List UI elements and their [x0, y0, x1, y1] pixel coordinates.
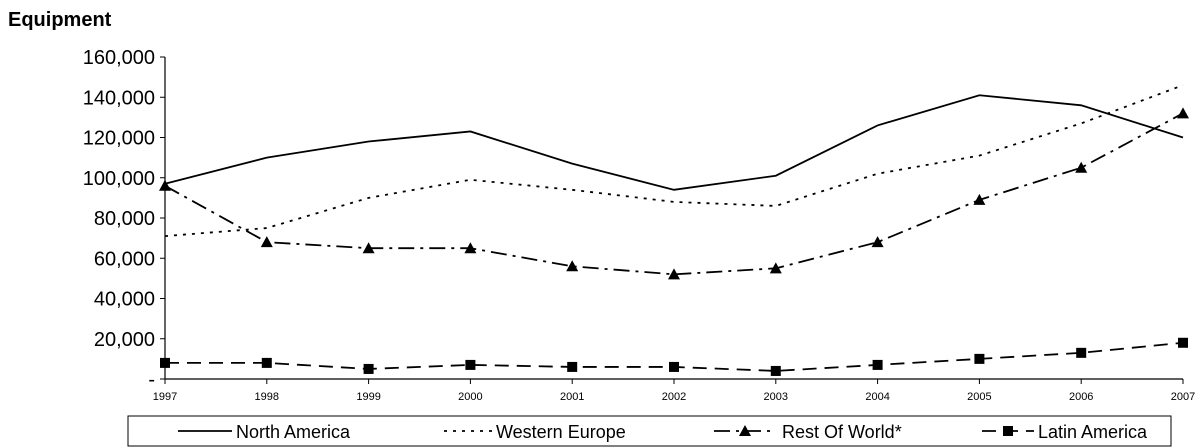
- square-marker: [160, 357, 170, 368]
- legend-item: Rest Of World*: [714, 422, 902, 442]
- triangle-marker: [668, 268, 680, 280]
- y-tick-label: 80,000: [94, 208, 155, 230]
- y-tick-label: 140,000: [83, 87, 155, 109]
- chart-title: Equipment: [8, 9, 112, 31]
- triangle-marker: [464, 242, 477, 254]
- triangle-marker: [739, 425, 751, 436]
- x-tick-label: 2001: [560, 391, 584, 403]
- y-tick-label: 100,000: [83, 168, 155, 190]
- triangle-marker: [769, 262, 782, 274]
- triangle-marker: [159, 179, 171, 191]
- x-tick-label: 2000: [458, 391, 482, 403]
- legend-label: Western Europe: [496, 422, 626, 442]
- square-marker: [669, 361, 679, 372]
- series-line: [164, 94, 1184, 191]
- triangle-marker: [973, 193, 986, 205]
- legend: North America Western Europe Rest Of World…: [127, 415, 1172, 447]
- x-tick-label: 2002: [662, 391, 686, 403]
- series-rest-of-world: [159, 107, 1189, 280]
- square-marker: [872, 359, 883, 370]
- x-tick-label: 2005: [967, 391, 991, 403]
- triangle-marker: [871, 236, 884, 248]
- series-north-america: [164, 94, 1184, 191]
- square-marker: [974, 353, 985, 364]
- series-western-europe: [164, 84, 1184, 238]
- x-axis: 1997 1998 1999 2000 2001 2002 2003 2004 2005 2006…: [153, 378, 1195, 403]
- y-tick-label: 60,000: [94, 248, 155, 270]
- y-tick-label: -: [148, 369, 155, 391]
- square-marker: [261, 357, 272, 368]
- series-latin-america: [160, 337, 1188, 376]
- legend-item: Western Europe: [444, 422, 626, 442]
- legend-label: Rest Of World*: [782, 422, 902, 442]
- square-marker: [363, 363, 374, 374]
- legend-item: North America: [178, 422, 351, 442]
- y-axis: - 20,000 40,000 60,000 80,000 100,000 120,000 1…: [83, 47, 166, 391]
- x-tick-label: 2003: [764, 391, 788, 403]
- legend-label: North America: [236, 422, 351, 442]
- legend-item: Latin America: [982, 422, 1148, 442]
- x-tick-label: 2007: [1171, 391, 1195, 403]
- square-marker: [1003, 426, 1013, 436]
- legend-label: Latin America: [1038, 422, 1148, 442]
- triangle-marker: [566, 260, 579, 272]
- triangle-marker: [1177, 107, 1189, 119]
- triangle-marker: [260, 236, 273, 248]
- triangle-marker: [1075, 161, 1088, 173]
- legend-box: [127, 415, 1172, 447]
- y-tick-label: 40,000: [94, 289, 155, 311]
- square-marker: [770, 365, 781, 376]
- square-marker: [465, 359, 476, 370]
- x-tick-label: 1997: [153, 391, 177, 403]
- square-marker: [1076, 347, 1087, 358]
- y-tick-label: 20,000: [94, 329, 155, 351]
- triangle-marker: [362, 242, 375, 254]
- series-line: [164, 112, 1184, 276]
- square-marker: [1178, 337, 1188, 348]
- x-tick-label: 2004: [865, 391, 889, 403]
- x-tick-label: 2006: [1069, 391, 1093, 403]
- y-tick-label: 120,000: [83, 128, 155, 150]
- y-tick-label: 160,000: [83, 47, 155, 69]
- x-tick-label: 1998: [255, 391, 279, 403]
- x-tick-label: 1999: [356, 391, 380, 403]
- square-marker: [567, 361, 578, 372]
- series-layer: [159, 84, 1189, 376]
- series-line: [164, 84, 1184, 238]
